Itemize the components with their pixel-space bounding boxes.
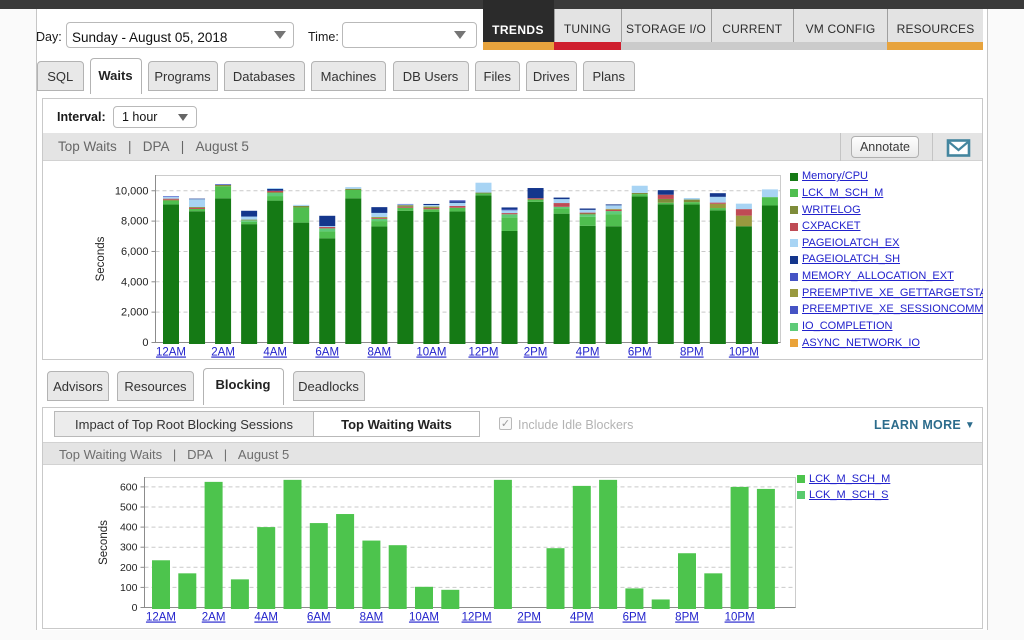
svg-text:12PM: 12PM [462, 612, 492, 624]
svg-text:6,000: 6,000 [121, 246, 149, 258]
svg-text:600: 600 [120, 481, 138, 493]
svg-text:2,000: 2,000 [121, 307, 149, 319]
svg-text:12AM: 12AM [146, 612, 176, 624]
svg-text:4PM: 4PM [576, 347, 600, 359]
svg-text:Seconds: Seconds [98, 520, 110, 565]
svg-text:300: 300 [120, 542, 138, 554]
svg-text:4AM: 4AM [263, 347, 287, 359]
svg-text:10PM: 10PM [725, 612, 755, 624]
svg-text:0: 0 [142, 337, 148, 349]
svg-text:12PM: 12PM [468, 347, 498, 359]
svg-text:6AM: 6AM [315, 347, 339, 359]
svg-text:4AM: 4AM [254, 612, 278, 624]
svg-text:4,000: 4,000 [121, 276, 149, 288]
svg-text:Seconds: Seconds [95, 236, 107, 281]
svg-text:400: 400 [120, 522, 138, 534]
svg-text:8PM: 8PM [680, 347, 704, 359]
svg-text:10AM: 10AM [409, 612, 439, 624]
svg-text:10PM: 10PM [729, 347, 759, 359]
svg-text:4PM: 4PM [570, 612, 594, 624]
svg-text:6AM: 6AM [307, 612, 331, 624]
svg-text:10AM: 10AM [416, 347, 446, 359]
svg-text:8AM: 8AM [367, 347, 391, 359]
svg-text:0: 0 [132, 602, 138, 614]
svg-text:2AM: 2AM [211, 347, 235, 359]
svg-text:2AM: 2AM [202, 612, 226, 624]
svg-text:2PM: 2PM [517, 612, 541, 624]
svg-text:6PM: 6PM [628, 347, 652, 359]
svg-text:10,000: 10,000 [115, 185, 149, 197]
svg-text:8PM: 8PM [675, 612, 699, 624]
svg-text:2PM: 2PM [524, 347, 548, 359]
svg-text:8AM: 8AM [360, 612, 384, 624]
svg-text:8,000: 8,000 [121, 216, 149, 228]
svg-text:500: 500 [120, 502, 138, 514]
svg-text:100: 100 [120, 582, 138, 594]
svg-text:200: 200 [120, 562, 138, 574]
svg-text:12AM: 12AM [156, 347, 186, 359]
svg-text:6PM: 6PM [623, 612, 647, 624]
